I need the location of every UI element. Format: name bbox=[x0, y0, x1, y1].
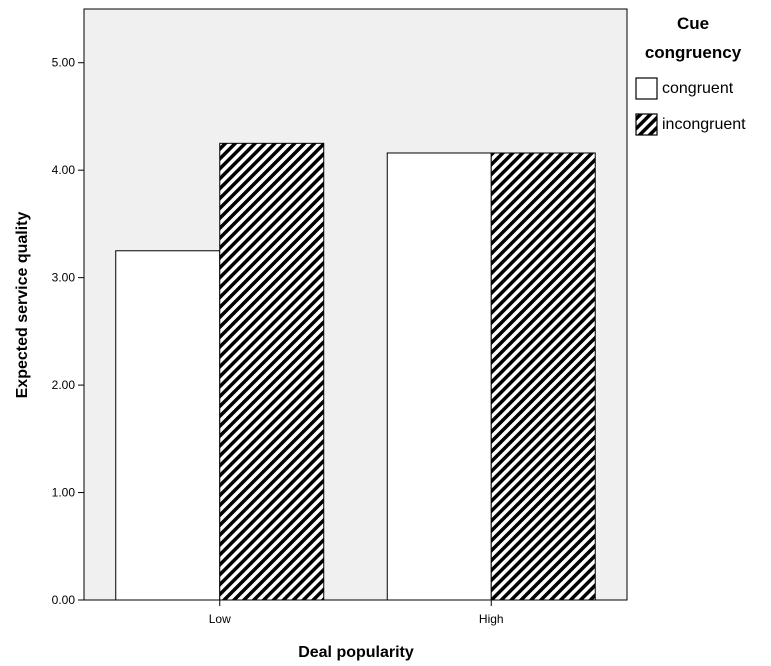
legend-label-incongruent: incongruent bbox=[662, 116, 746, 133]
y-tick-label: 1.00 bbox=[52, 486, 76, 500]
legend-label-congruent: congruent bbox=[662, 80, 734, 97]
x-axis-title: Deal popularity bbox=[298, 644, 414, 661]
y-tick-label: 3.00 bbox=[52, 271, 76, 285]
y-tick-label: 2.00 bbox=[52, 378, 76, 392]
bar-incongruent-low bbox=[219, 142, 325, 601]
bar-incongruent-high bbox=[490, 152, 596, 601]
bars bbox=[115, 142, 596, 601]
y-tick-label: 0.00 bbox=[52, 593, 76, 607]
legend-title: Cue bbox=[677, 14, 709, 33]
legend-title-line2: congruency bbox=[645, 43, 742, 62]
y-axis: 0.00 1.00 2.00 3.00 4.00 5.00 bbox=[52, 9, 85, 607]
legend-swatch-congruent bbox=[635, 77, 658, 100]
x-tick-label-high: High bbox=[479, 612, 504, 626]
bar-congruent-high bbox=[386, 152, 492, 601]
y-tick-label: 4.00 bbox=[52, 163, 76, 177]
y-tick-label: 5.00 bbox=[52, 56, 76, 70]
bar-congruent-low bbox=[115, 250, 221, 601]
x-tick-label-low: Low bbox=[209, 612, 231, 626]
legend: Cue congruency congruent incongruent bbox=[635, 14, 746, 136]
legend-swatch-incongruent bbox=[635, 113, 658, 136]
y-axis-title: Expected service quality bbox=[14, 212, 31, 399]
x-axis: Low High bbox=[84, 599, 627, 626]
